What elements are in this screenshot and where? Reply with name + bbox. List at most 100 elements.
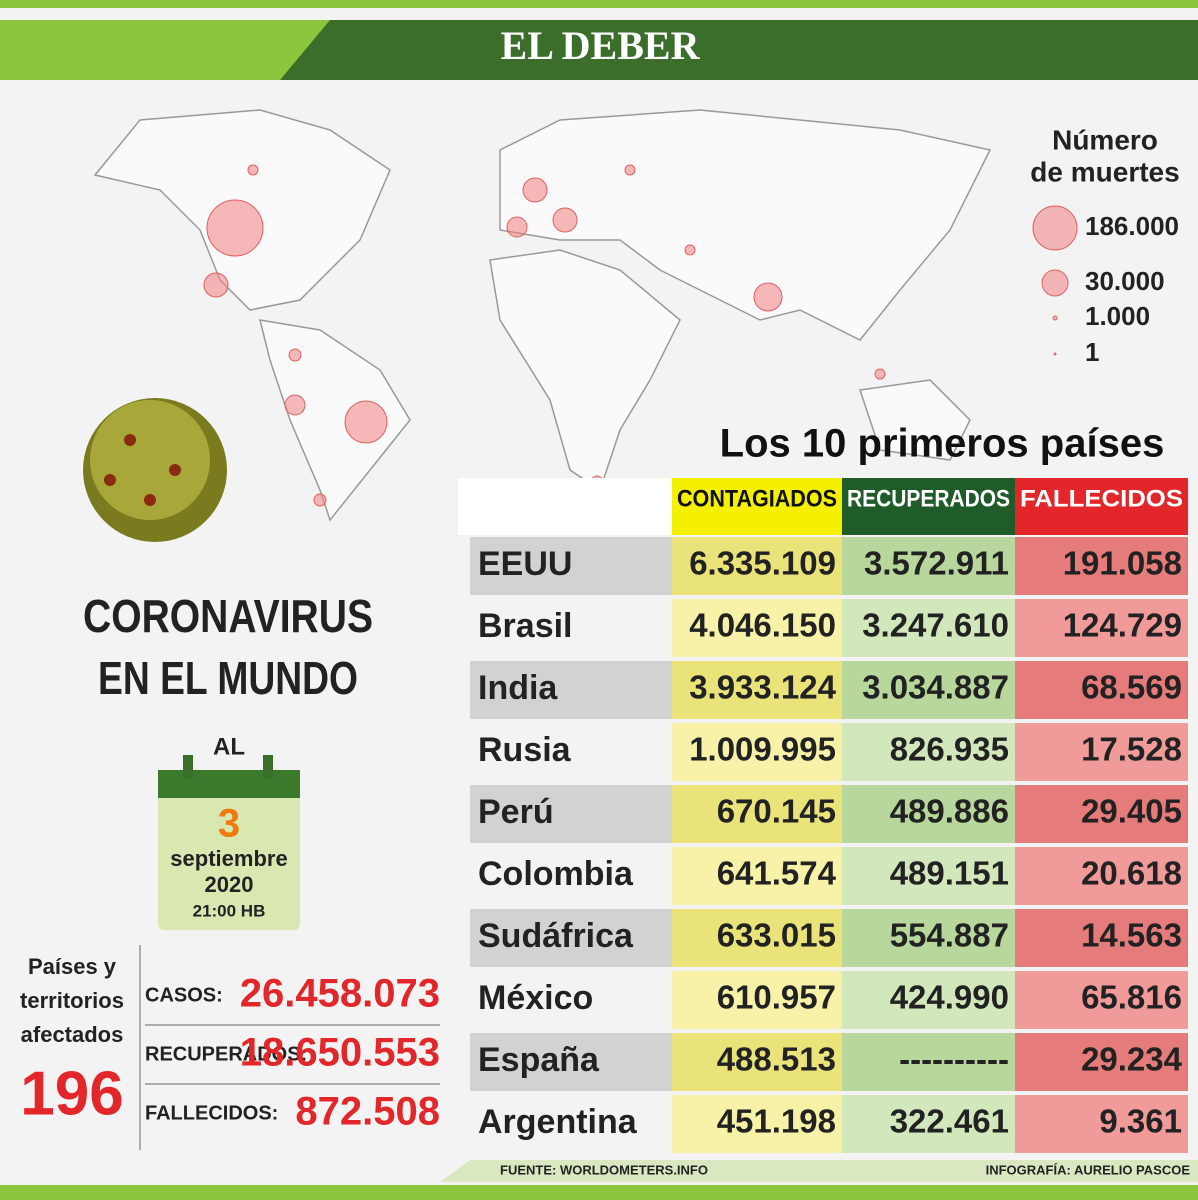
cell-value: 3.247.610 [862,607,1009,644]
cell-bg [672,599,842,657]
header-bar [280,20,1198,80]
header-accent [0,20,340,80]
cell-bg [672,909,842,967]
cell-bg [842,909,1015,967]
map-bubbles [203,164,886,507]
cell-bg [470,537,672,595]
brand: EL DEBER [501,23,701,68]
column-header: RECUPERADOS [847,485,1010,512]
summary-value: 26.458.073 [240,972,440,1016]
top-stripe [0,0,1198,8]
calendar [158,755,300,930]
cell-bg [672,1095,842,1153]
cell-bg [672,847,842,905]
cell-bg [470,785,672,843]
date-year: 2020 [205,872,254,897]
date-prefix: AL [213,733,245,760]
cell-value: 3.572.911 [864,545,1009,582]
legend-bubble [1052,315,1058,321]
cell-bg [672,785,842,843]
legend-title: de muertes [1030,156,1179,187]
legend-label: 1.000 [1085,301,1150,331]
cell-bg [1015,599,1188,657]
bottom-stripe [0,1185,1198,1200]
summary-label: RECUPERADOS: [145,1043,307,1065]
summary-value: 18.650.553 [240,1031,440,1075]
affected-label: territorios [20,988,124,1013]
cell-bg [672,971,842,1029]
country-name: Perú [478,793,554,831]
headline: CORONAVIRUS [83,590,373,642]
cell-bg [1015,847,1188,905]
cell-value: 17.528 [1081,731,1182,768]
cell-value: 20.618 [1081,855,1182,892]
summary-label: FALLECIDOS: [145,1102,278,1124]
country-name: México [478,979,593,1017]
cell-bg [1015,1095,1188,1153]
virus-illustration [83,398,227,542]
column-header: CONTAGIADOS [677,485,837,512]
cell-bg [842,1033,1015,1091]
legend-bubble [1032,205,1078,251]
column-header-bg [672,478,842,535]
cell-bg [842,599,1015,657]
cell-value: 633.015 [717,917,836,954]
cell-value: 6.335.109 [689,545,836,582]
cell-bg [1015,971,1188,1029]
footer-credit: INFOGRAFÍA: AURELIO PASCOE [986,1162,1191,1177]
cell-bg [1015,785,1188,843]
cell-bg [470,1033,672,1091]
cell-value: 14.563 [1081,917,1182,954]
cell-value: 489.151 [890,855,1009,892]
cell-bg [672,537,842,595]
country-name: Argentina [478,1103,638,1141]
column-header: FALLECIDOS [1020,485,1183,512]
cell-bg [672,661,842,719]
cell-bg [1015,1033,1188,1091]
footer-bar [440,1160,1198,1182]
cell-value: 826.935 [890,731,1009,768]
cell-bg [470,847,672,905]
date-time: 21:00 HB [193,901,266,920]
country-name: Colombia [478,855,634,893]
cell-bg [470,661,672,719]
date-day: 3 [218,802,240,846]
legend-label: 1 [1085,337,1099,367]
cell-value: 322.461 [890,1103,1009,1140]
cell-value: 451.198 [717,1103,836,1140]
country-name: Brasil [478,607,573,645]
table-title: Los 10 primeros países [720,422,1165,466]
cell-value: 4.046.150 [689,607,836,644]
country-name: Rusia [478,731,572,769]
cell-value: 554.887 [890,917,1009,954]
affected-label: Países y [28,954,117,979]
cell-bg [672,723,842,781]
column-header-bg [842,478,1015,535]
legend-title: Número [1052,124,1158,155]
legend-label: 186.000 [1085,211,1179,241]
cell-bg [470,1095,672,1153]
cell-bg [470,723,672,781]
cell-value: 29.234 [1081,1041,1183,1078]
cell-value: 641.574 [717,855,837,892]
cell-value: 9.361 [1099,1103,1182,1140]
cell-value: 68.569 [1081,669,1182,706]
cell-value: 424.990 [890,979,1009,1016]
cell-value: 488.513 [717,1041,836,1078]
cell-bg [470,599,672,657]
cell-value: 65.816 [1081,979,1182,1016]
legend-bubble [1041,269,1069,297]
cell-value: 124.729 [1063,607,1182,644]
legend-label: 30.000 [1085,266,1165,296]
cell-bg [672,1033,842,1091]
summary-value: 872.508 [295,1090,440,1134]
world-map [93,109,992,522]
cell-bg [842,723,1015,781]
cell-value: 489.886 [890,793,1009,830]
cell-value: 1.009.995 [689,731,836,768]
cell-bg [842,661,1015,719]
cell-value: 3.933.124 [689,669,836,706]
cell-value: 3.034.887 [862,669,1009,706]
headline: EN EL MUNDO [98,652,358,704]
